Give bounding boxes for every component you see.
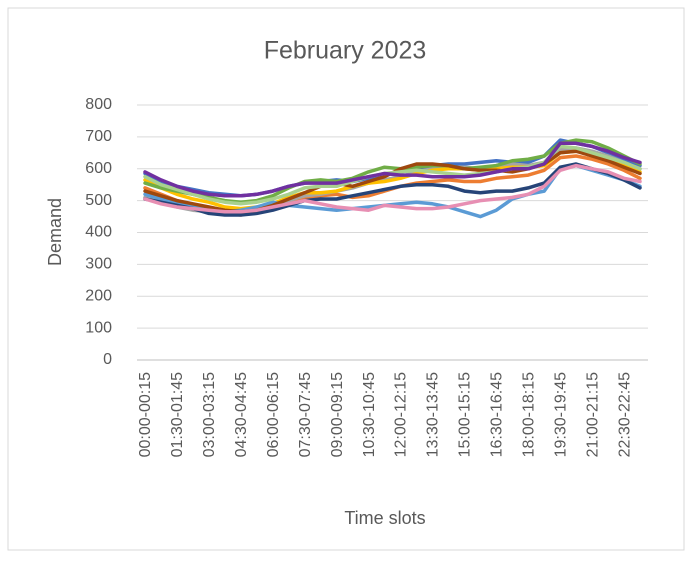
y-tick-label: 0 [103, 351, 112, 368]
series-line [143, 141, 642, 198]
y-tick-label: 200 [85, 287, 112, 304]
x-tick-label: 06:00-06:15 [265, 372, 282, 458]
y-tick-label: 500 [85, 192, 112, 209]
y-tick-label: 600 [85, 160, 112, 177]
x-tick-label: 18:00-18:15 [520, 372, 537, 458]
x-tick-label: 03:00-03:15 [201, 372, 218, 458]
y-axis-title: Demand [45, 198, 65, 266]
x-tick-label: 07:30-07:45 [297, 372, 314, 458]
x-tick-label: 21:00-21:15 [584, 372, 601, 458]
x-tick-label: 16:30-16:45 [489, 372, 506, 458]
x-tick-label: 22:30-22:45 [616, 372, 633, 458]
x-tick-label: 09:00-09:15 [329, 372, 346, 458]
series-line [143, 163, 642, 214]
y-tick-label: 100 [85, 319, 112, 336]
y-tick-label: 300 [85, 256, 112, 273]
x-tick-label: 10:30-10:45 [361, 372, 378, 458]
series-line [143, 162, 642, 217]
x-tick-label: 01:30-01:45 [169, 372, 186, 458]
y-tick-label: 400 [85, 224, 112, 241]
x-tick-label: 12:00-12:15 [393, 372, 410, 458]
x-tick-label: 13:30-13:45 [425, 372, 442, 458]
x-tick-label: 04:30-04:45 [233, 372, 250, 458]
x-tick-label: 00:00-00:15 [137, 372, 154, 458]
x-tick-label: 19:30-19:45 [552, 372, 569, 458]
chart-border [7, 7, 685, 551]
y-tick-label: 700 [85, 128, 112, 145]
y-tick-label: 800 [85, 96, 112, 113]
x-axis-title: Time slots [344, 508, 425, 528]
x-tick-label: 15:00-15:15 [457, 372, 474, 458]
chart-title: February 2023 [264, 37, 427, 65]
